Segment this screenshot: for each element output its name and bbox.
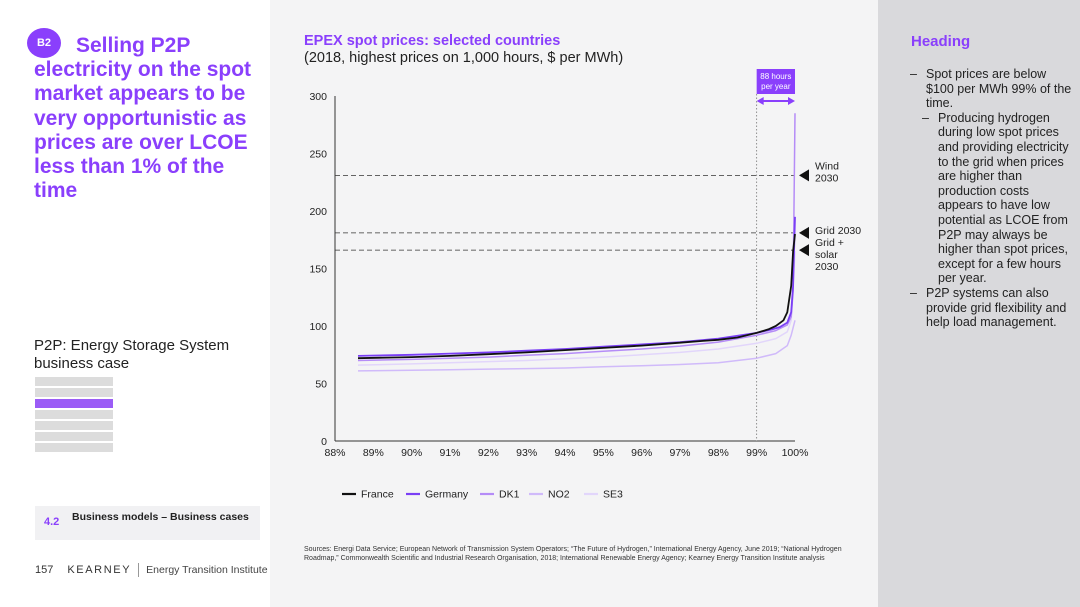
x-tick-label: 94%: [554, 447, 575, 459]
x-tick-label: 95%: [593, 447, 614, 459]
x-tick-label: 91%: [439, 447, 460, 459]
bullet-item: – Spot prices are below $100 per MWh 99%…: [910, 67, 1076, 111]
progress-bars: [35, 377, 113, 454]
y-tick-label: 100: [309, 321, 327, 333]
reference-arrow: [799, 226, 809, 239]
chart-panel: EPEX spot prices: selected countries (20…: [270, 0, 878, 607]
left-panel: B2 Selling P2P electricity on the spot m…: [0, 0, 270, 607]
x-tick-label: 90%: [401, 447, 422, 459]
reference-label: Grid + solar 2030: [815, 237, 844, 273]
x-tick-label: 98%: [708, 447, 729, 459]
annotation-label: 88 hours: [760, 72, 791, 81]
x-tick-label: 99%: [746, 447, 767, 459]
chart-title: EPEX spot prices: selected countries: [304, 33, 561, 49]
y-tick-label: 250: [309, 149, 327, 161]
series-line-dk1: [357, 113, 796, 362]
reference-label: Grid 2030: [815, 225, 861, 237]
x-tick-label: 88%: [324, 447, 345, 459]
annotation-arrow-head: [756, 97, 764, 105]
x-tick-label: 97%: [669, 447, 690, 459]
reference-label-line: 2030: [815, 261, 839, 273]
notes-panel: Heading – Spot prices are below $100 per…: [878, 0, 1080, 607]
reference-arrow: [799, 244, 809, 257]
y-tick-label: 200: [309, 206, 327, 218]
section-label: Business models – Business cases: [72, 511, 249, 523]
chart-subtitle: (2018, highest prices on 1,000 hours, $ …: [304, 50, 624, 66]
bullet-text: Producing hydrogen during low spot price…: [938, 110, 1069, 286]
notes-bullets: – Spot prices are below $100 per MWh 99%…: [910, 67, 1076, 330]
bullet-dash: –: [910, 285, 917, 300]
bullet-item-sub: – Producing hydrogen during low spot pri…: [910, 111, 1076, 286]
reference-label-line: Grid +: [815, 237, 844, 249]
bullet-text: Spot prices are below $100 per MWh 99% o…: [926, 67, 1072, 111]
annotation-arrow-head: [788, 97, 795, 105]
y-tick-label: 50: [315, 379, 327, 391]
reference-label-line: solar: [815, 249, 838, 261]
progress-bar: [35, 431, 113, 441]
reference-label-line: 2030: [815, 172, 839, 184]
bullet-text: P2P systems can also provide grid flexib…: [926, 285, 1067, 330]
spot-price-chart: 0 50 100 150 200 250 300 88% 89% 90% 91% 92% 93% 94% 9…: [309, 69, 861, 501]
brand-logo: KEARNEY: [67, 564, 132, 576]
legend-label: France: [361, 489, 394, 501]
section-tag: 4.2 Business models – Business cases: [35, 506, 260, 540]
section-badge: B2: [27, 28, 61, 58]
footer: 157 KEARNEY Energy Transition Institute: [35, 563, 268, 577]
progress-bar: [35, 420, 113, 430]
y-tick-label: 300: [309, 91, 327, 103]
reference-label-line: Grid 2030: [815, 225, 861, 237]
annotation-label: per year: [761, 82, 791, 91]
progress-bar: [35, 377, 113, 386]
sources-note: Sources: Energi Data Service; European N…: [304, 546, 842, 562]
series-line-se3: [357, 251, 796, 366]
series-line-no2: [357, 320, 796, 372]
annotation-box: [756, 69, 795, 94]
reference-label-line: Wind: [815, 160, 839, 172]
x-tick-label: 92%: [478, 447, 499, 459]
reference-arrow: [799, 169, 809, 182]
page-number: 157: [35, 564, 54, 576]
x-tick-label: 100%: [782, 447, 809, 459]
footer-divider: [138, 563, 140, 577]
legend-label: NO2: [548, 489, 570, 501]
x-tick-label: 96%: [631, 447, 652, 459]
series-line-france: [357, 233, 796, 360]
progress-bar: [35, 442, 113, 452]
progress-bar-active: [35, 398, 113, 408]
y-tick-label: 150: [309, 264, 327, 276]
bullet-dash: –: [910, 67, 917, 81]
section-number: 4.2: [44, 516, 60, 528]
progress-bar: [35, 409, 113, 419]
legend-label: Germany: [425, 489, 469, 501]
x-tick-label: 93%: [516, 447, 537, 459]
bullet-item: – P2P systems can also provide grid flex…: [910, 286, 1076, 330]
bullet-dash: –: [922, 110, 929, 125]
institute-name: Energy Transition Institute: [146, 564, 268, 576]
x-tick-label: 89%: [363, 447, 384, 459]
y-tick-label: 0: [321, 436, 327, 448]
series-line-germany: [357, 216, 796, 357]
reference-label: Wind 2030: [815, 160, 839, 184]
notes-heading: Heading: [911, 33, 971, 50]
legend-label: DK1: [499, 489, 520, 501]
slide-subtitle: P2P: Energy Storage System business case: [34, 337, 230, 372]
legend-label: SE3: [603, 489, 623, 501]
progress-bar: [35, 387, 113, 397]
slide-headline: Selling P2P electricity on the spot mark…: [34, 34, 252, 203]
